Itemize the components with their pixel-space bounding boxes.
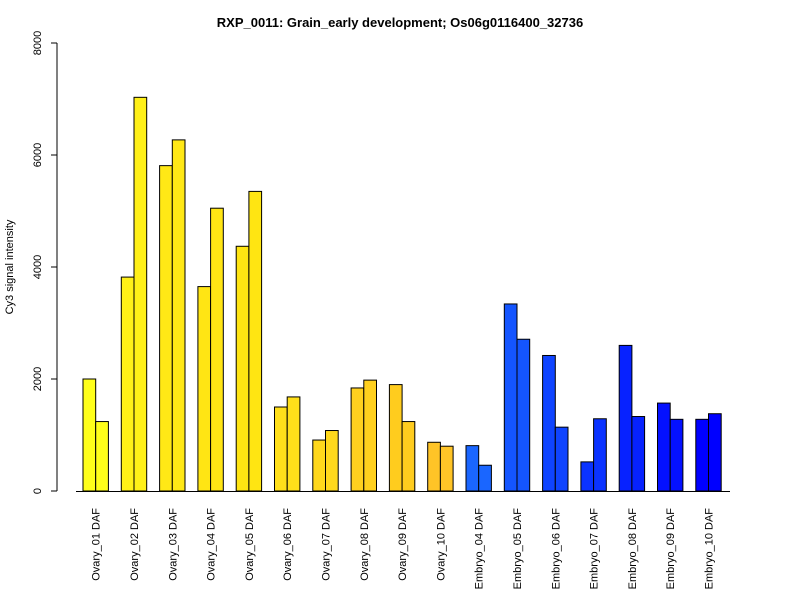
y-axis: 0 2000 4000 6000 8000 xyxy=(32,31,58,494)
x-tick-label: Ovary_02 DAF xyxy=(129,508,141,581)
y-axis-label: Cy3 signal intensity xyxy=(4,219,16,314)
bar-ovary-01-daf-2 xyxy=(95,421,109,492)
x-tick-label: Ovary_01 DAF xyxy=(91,508,103,581)
bar-ovary-06-daf-2 xyxy=(286,396,301,492)
bar-ovary-04-daf-1 xyxy=(197,286,212,492)
x-tick-label: Ovary_07 DAF xyxy=(321,508,333,581)
bar-ovary-09-daf-2 xyxy=(401,421,416,492)
x-tick-label: Embryo_06 DAF xyxy=(550,508,562,590)
bar-ovary-07-daf-2 xyxy=(325,430,339,492)
bars xyxy=(82,96,722,492)
y-tick-label: 4000 xyxy=(32,255,44,279)
bar-ovary-08-daf-2 xyxy=(363,379,377,492)
bar-embryo-06-daf-1 xyxy=(542,354,556,492)
bar-embryo-09-daf-1 xyxy=(657,402,671,492)
bar-ovary-08-daf-1 xyxy=(350,387,365,492)
x-tick-label: Ovary_04 DAF xyxy=(206,508,218,581)
y-tick-label: 8000 xyxy=(32,31,44,55)
bar-embryo-04-daf-1 xyxy=(465,445,480,492)
bar-embryo-05-daf-2 xyxy=(516,338,531,492)
bar-embryo-07-daf-1 xyxy=(580,461,595,492)
bar-embryo-10-daf-1 xyxy=(695,418,709,492)
bar-embryo-10-daf-2 xyxy=(708,413,722,492)
bar-ovary-06-daf-1 xyxy=(274,406,288,492)
bar-ovary-02-daf-1 xyxy=(120,276,135,492)
bar-ovary-07-daf-1 xyxy=(312,439,326,492)
x-tick-label: Embryo_10 DAF xyxy=(704,508,716,590)
bar-embryo-04-daf-2 xyxy=(478,464,492,492)
bar-embryo-05-daf-1 xyxy=(503,303,518,492)
bar-ovary-03-daf-1 xyxy=(159,165,173,492)
bar-ovary-02-daf-2 xyxy=(133,96,148,492)
y-tick-label: 2000 xyxy=(32,367,44,391)
bar-ovary-10-daf-2 xyxy=(439,445,454,492)
x-tick-label: Ovary_08 DAF xyxy=(359,508,371,581)
bar-embryo-08-daf-1 xyxy=(618,344,633,492)
bar-embryo-06-daf-2 xyxy=(554,426,569,492)
x-tick-label: Embryo_04 DAF xyxy=(474,508,486,590)
y-tick-label: 0 xyxy=(32,488,44,494)
bar-ovary-05-daf-2 xyxy=(248,190,263,492)
y-tick-label: 6000 xyxy=(32,143,44,167)
chart-title: RXP_0011: Grain_early development; Os06g… xyxy=(217,15,583,30)
bar-embryo-08-daf-2 xyxy=(631,416,646,492)
x-tick-label: Embryo_09 DAF xyxy=(665,508,677,590)
x-tick-label: Ovary_10 DAF xyxy=(435,508,447,581)
x-tick-label: Ovary_09 DAF xyxy=(397,508,409,581)
category-labels: Ovary_01 DAF Ovary_02 DAF Ovary_03 DAF Ovar… xyxy=(91,508,716,590)
x-tick-label: Ovary_06 DAF xyxy=(282,508,294,581)
bar-embryo-09-daf-2 xyxy=(669,418,684,492)
x-tick-label: Embryo_08 DAF xyxy=(627,508,639,590)
bar-ovary-09-daf-1 xyxy=(388,384,403,492)
bar-embryo-07-daf-2 xyxy=(593,418,607,492)
x-tick-label: Ovary_05 DAF xyxy=(244,508,256,581)
bar-ovary-10-daf-1 xyxy=(427,441,441,492)
bar-ovary-01-daf-1 xyxy=(82,378,97,492)
x-tick-label: Ovary_03 DAF xyxy=(167,508,179,581)
bar-ovary-03-daf-2 xyxy=(171,139,186,492)
x-tick-label: Embryo_05 DAF xyxy=(512,508,524,590)
bar-ovary-05-daf-1 xyxy=(235,245,250,492)
bar-ovary-04-daf-2 xyxy=(210,207,224,492)
x-tick-label: Embryo_07 DAF xyxy=(589,508,601,590)
